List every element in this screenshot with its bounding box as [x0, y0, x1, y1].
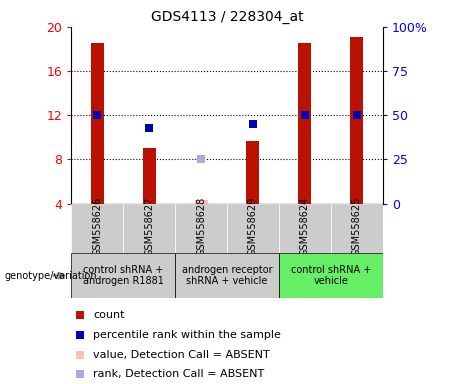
Point — [77, 332, 84, 338]
Bar — [175, 204, 227, 253]
Bar — [91, 43, 104, 204]
Bar — [175, 253, 279, 298]
Point — [249, 121, 257, 127]
Text: rank, Detection Call = ABSENT: rank, Detection Call = ABSENT — [93, 369, 264, 379]
Text: value, Detection Call = ABSENT: value, Detection Call = ABSENT — [93, 349, 270, 359]
Bar — [350, 37, 363, 204]
Bar — [143, 148, 156, 204]
Bar — [71, 253, 175, 298]
Bar — [247, 141, 260, 204]
Point — [77, 351, 84, 358]
Text: control shRNA +
vehicle: control shRNA + vehicle — [290, 265, 371, 286]
Point — [77, 312, 84, 318]
Text: GSM558626: GSM558626 — [92, 196, 102, 256]
Bar — [71, 204, 124, 253]
Point — [301, 112, 308, 118]
Text: GSM558628: GSM558628 — [196, 196, 206, 256]
Bar — [124, 204, 175, 253]
Text: genotype/variation: genotype/variation — [5, 270, 97, 281]
Bar — [279, 253, 383, 298]
Text: GSM558629: GSM558629 — [248, 196, 258, 256]
Text: GSM558627: GSM558627 — [144, 196, 154, 256]
Text: percentile rank within the sample: percentile rank within the sample — [93, 330, 281, 340]
Text: GSM558625: GSM558625 — [352, 196, 362, 256]
Point — [197, 156, 205, 162]
Bar — [227, 204, 279, 253]
Text: count: count — [93, 310, 124, 320]
Point — [94, 112, 101, 118]
Title: GDS4113 / 228304_at: GDS4113 / 228304_at — [151, 10, 303, 25]
Text: control shRNA +
androgen R1881: control shRNA + androgen R1881 — [83, 265, 164, 286]
Bar — [279, 204, 331, 253]
Bar — [331, 204, 383, 253]
Point — [77, 371, 84, 377]
Point — [353, 112, 361, 118]
Text: androgen receptor
shRNA + vehicle: androgen receptor shRNA + vehicle — [182, 265, 272, 286]
Text: GSM558624: GSM558624 — [300, 196, 310, 256]
Bar — [298, 43, 311, 204]
Point — [146, 124, 153, 131]
Bar — [195, 200, 207, 204]
